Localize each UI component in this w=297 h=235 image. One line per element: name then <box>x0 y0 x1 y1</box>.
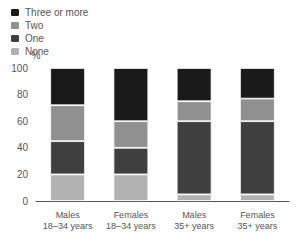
svg-text:Males: Males <box>182 210 207 220</box>
svg-text:80: 80 <box>17 89 29 100</box>
svg-text:18–34 years: 18–34 years <box>106 221 156 231</box>
svg-text:0: 0 <box>22 196 28 207</box>
svg-text:18–34 years: 18–34 years <box>43 221 93 231</box>
svg-text:35+ years: 35+ years <box>237 221 277 231</box>
svg-text:20: 20 <box>17 169 29 180</box>
svg-text:60: 60 <box>17 116 29 127</box>
svg-text:Females: Females <box>114 210 149 220</box>
svg-text:100: 100 <box>11 63 28 74</box>
svg-text:40: 40 <box>17 142 29 153</box>
svg-text:Three or more: Three or more <box>25 7 89 18</box>
svg-text:35+ years: 35+ years <box>174 221 214 231</box>
svg-text:One: One <box>25 33 44 44</box>
svg-text:Females: Females <box>240 210 275 220</box>
svg-text:None: None <box>25 46 49 57</box>
svg-text:Two: Two <box>25 20 44 31</box>
svg-text:Males: Males <box>56 210 81 220</box>
